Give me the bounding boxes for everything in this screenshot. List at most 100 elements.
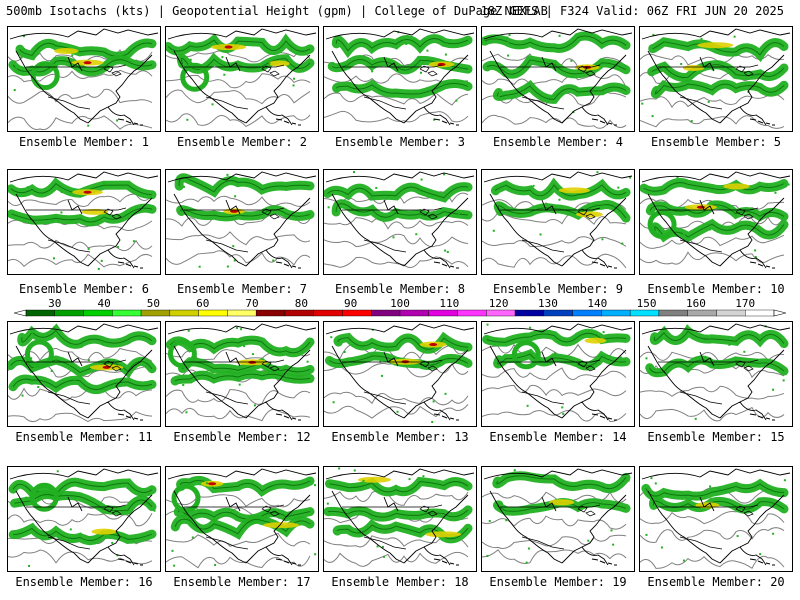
ensemble-panel	[639, 321, 793, 427]
jet-max	[102, 365, 111, 369]
great-lakes	[735, 505, 754, 517]
forecast-map	[8, 171, 159, 270]
colorbar-left-arrow	[14, 309, 27, 317]
forecast-map	[640, 28, 791, 129]
great-lakes	[103, 208, 122, 220]
isotach-speck	[532, 184, 535, 187]
colorbar-swatch	[140, 309, 171, 317]
height-contour	[640, 527, 785, 543]
height-contour	[640, 251, 785, 265]
isotach-speck	[240, 328, 243, 331]
colorbar-swatch	[227, 309, 257, 317]
jet-core	[558, 187, 590, 194]
isotach-speck	[353, 171, 356, 174]
isotach-speck	[187, 329, 190, 332]
ensemble-member-prefix: Ensemble Member:	[489, 575, 613, 589]
isotach-speck	[101, 342, 104, 345]
jet-max	[437, 62, 446, 66]
ensemble-panel	[165, 26, 319, 132]
isotach-speck	[198, 265, 201, 268]
isotach-speck	[596, 171, 599, 174]
coastline	[167, 323, 317, 421]
caribbean-islands	[117, 413, 143, 421]
jet-max	[83, 190, 92, 194]
jet-max	[208, 482, 217, 486]
height-contour	[8, 239, 153, 252]
caribbean-islands	[591, 261, 617, 269]
isotach-speck	[235, 326, 238, 329]
ensemble-panel	[323, 169, 477, 275]
ensemble-member-number: 20	[770, 575, 785, 589]
isotach-speck	[525, 561, 528, 564]
isotach-speck	[660, 546, 663, 549]
height-contour	[166, 212, 311, 227]
isotach-speck	[26, 186, 29, 189]
isotach-speck	[392, 236, 395, 239]
closed-circulation	[167, 339, 197, 369]
ensemble-member-label: Ensemble Member: 12	[163, 430, 321, 444]
isotach-speck	[349, 82, 352, 85]
jet-core	[54, 48, 79, 55]
ensemble-member-number: 7	[299, 282, 308, 296]
jet-max	[230, 209, 239, 213]
isotach-speck	[217, 188, 220, 191]
isotach-speck	[343, 350, 346, 353]
isotach-band	[8, 374, 157, 395]
isotach-speck	[513, 469, 516, 472]
isotach-speck	[182, 185, 185, 188]
ensemble-panel	[639, 466, 793, 572]
height-contour	[166, 250, 311, 266]
isotach-speck	[179, 521, 182, 524]
colorbar-swatch	[486, 309, 516, 317]
isotach-speck	[100, 259, 103, 262]
ensemble-member-prefix: Ensemble Member:	[15, 575, 139, 589]
great-lakes	[261, 65, 280, 77]
closed-circulation	[29, 482, 59, 512]
isotach-contour	[329, 481, 469, 493]
political-border	[26, 64, 127, 110]
colorbar-tick-label: 120	[489, 298, 509, 310]
colorbar-tick-label: 40	[97, 298, 110, 310]
isotach-contour	[651, 64, 785, 79]
isotach-band	[174, 173, 315, 198]
isotach-speck	[292, 84, 295, 87]
ensemble-member-label: Ensemble Member: 6	[5, 282, 163, 296]
ensemble-panel	[481, 26, 635, 132]
colorbar-swatch	[601, 309, 631, 317]
isotach-speck	[433, 118, 436, 121]
isotach-speck	[376, 86, 379, 89]
isotach-speck	[561, 406, 564, 409]
isotach-speck	[645, 533, 648, 536]
isotach-speck	[396, 410, 399, 413]
height-contour	[640, 351, 785, 365]
caribbean-islands	[433, 413, 459, 421]
colorbar-swatch	[54, 309, 84, 317]
isotach-speck	[60, 211, 63, 214]
ensemble-member-prefix: Ensemble Member:	[331, 575, 455, 589]
closed-circulation	[180, 62, 210, 92]
political-border	[342, 504, 443, 550]
isotach-speck	[774, 191, 777, 194]
isotach-contour	[174, 373, 311, 382]
ensemble-panel	[165, 169, 319, 275]
isotach-contour	[180, 209, 311, 218]
ensemble-panel	[165, 321, 319, 427]
isotach-speck	[73, 497, 76, 500]
isotach-speck	[443, 173, 446, 176]
great-lakes	[577, 65, 596, 77]
coastline	[325, 323, 475, 421]
caribbean-islands	[749, 118, 775, 126]
isotach-speck	[743, 350, 746, 353]
great-lakes	[419, 65, 438, 77]
height-contour	[324, 391, 469, 406]
isotach-speck	[37, 385, 40, 388]
isotach-speck	[627, 479, 630, 482]
height-contour	[166, 50, 311, 63]
colorbar-tick-label: 130	[538, 298, 558, 310]
coastline	[641, 468, 791, 566]
isotach-speck	[783, 182, 786, 185]
political-border	[342, 359, 443, 405]
ensemble-member-label: Ensemble Member: 16	[5, 575, 163, 589]
ensemble-member-label: Ensemble Member: 19	[479, 575, 637, 589]
great-lakes	[419, 505, 438, 517]
